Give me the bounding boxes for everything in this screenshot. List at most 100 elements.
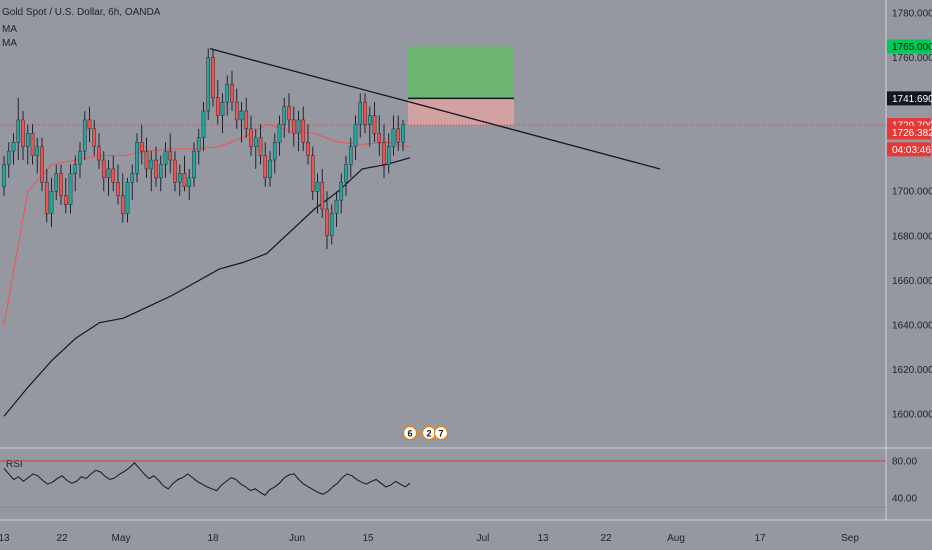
- price-badge: [887, 125, 931, 140]
- price-badge: [887, 91, 931, 106]
- candle-body: [220, 101, 225, 116]
- candle-body: [325, 208, 329, 236]
- candle-body: [177, 173, 182, 183]
- candle-body: [353, 124, 358, 147]
- candle-body: [139, 142, 144, 152]
- candle-body: [87, 119, 92, 130]
- candle-body: [320, 182, 325, 210]
- candle-body: [272, 142, 277, 161]
- candle-body: [78, 150, 82, 165]
- candle-body: [211, 57, 215, 98]
- price-badge-label: 04:03:46: [892, 145, 931, 156]
- price-badge: [887, 142, 931, 157]
- time-tick-label: 22: [56, 533, 68, 544]
- candle-body: [225, 84, 230, 103]
- time-tick-label: 13: [537, 533, 549, 544]
- trendline: [209, 48, 661, 170]
- candle-body: [401, 124, 405, 143]
- candle-body: [263, 155, 268, 179]
- candle-body: [192, 150, 196, 179]
- candle-body: [386, 146, 391, 165]
- candle-body: [173, 159, 177, 183]
- candle-body: [306, 142, 310, 156]
- target-zone: [408, 46, 514, 99]
- candle-body: [234, 101, 239, 121]
- candle-body: [49, 191, 54, 214]
- candle-body: [268, 159, 272, 179]
- rsi-line: [3, 462, 411, 496]
- candle-body: [277, 124, 282, 143]
- candle-body: [377, 133, 382, 143]
- candle-body: [334, 199, 339, 214]
- candle-body: [63, 195, 68, 205]
- candle-body: [73, 164, 78, 174]
- chart-title: Gold Spot / U.S. Dollar, 6h, OANDA: [2, 7, 161, 18]
- candle-body: [25, 133, 30, 147]
- candle-body: [30, 133, 35, 156]
- candle-body: [230, 84, 234, 103]
- event-badge: [433, 425, 449, 441]
- candle-body: [391, 128, 396, 147]
- stop-zone: [408, 98, 514, 126]
- candle-body: [44, 182, 49, 214]
- candle-body: [187, 177, 192, 187]
- candle-body: [344, 164, 348, 183]
- candle-body: [310, 155, 315, 192]
- ma-legend-2[interactable]: MA: [2, 38, 17, 49]
- candle-body: [329, 213, 334, 236]
- candle-body: [168, 150, 173, 161]
- time-tick-label: May: [112, 533, 131, 544]
- candle-body: [154, 159, 158, 179]
- candle-body: [130, 173, 135, 183]
- price-badge-label: 1726.382: [892, 128, 932, 139]
- candle-body: [301, 119, 306, 143]
- candle-body: [149, 159, 154, 170]
- ma-legend-1[interactable]: MA: [2, 24, 17, 35]
- candle-body: [258, 137, 263, 156]
- candle-body: [215, 97, 220, 116]
- candle-body: [2, 164, 6, 187]
- time-tick-label: Sep: [841, 533, 859, 544]
- event-badge-label: 2: [426, 429, 431, 439]
- candle-body: [11, 142, 16, 152]
- candle-body: [120, 195, 125, 214]
- time-tick-label: 17: [754, 533, 766, 544]
- candle-body: [125, 182, 130, 214]
- candle-body: [291, 119, 296, 134]
- candle-body: [54, 173, 59, 192]
- candles: [2, 48, 405, 250]
- price-tick-label: 1780.000: [892, 9, 932, 20]
- candle-body: [158, 164, 163, 179]
- candle-body: [59, 173, 63, 196]
- candle-body: [6, 150, 11, 165]
- price-tick-label: 1620.000: [892, 365, 932, 376]
- time-tick-label: Jun: [289, 533, 305, 544]
- price-badge-label: 1741.690: [892, 94, 932, 105]
- price-tick-label: 1700.000: [892, 187, 932, 198]
- candle-body: [40, 146, 44, 183]
- candle-body: [253, 137, 258, 147]
- event-badge-label: 6: [407, 429, 412, 439]
- candle-body: [116, 182, 120, 196]
- time-tick-label: Aug: [667, 533, 685, 544]
- time-tick-label: 18: [207, 533, 219, 544]
- candle-body: [363, 101, 367, 125]
- candle-body: [82, 119, 87, 152]
- price-tick-label: 1660.000: [892, 276, 932, 287]
- candle-body: [196, 137, 201, 152]
- candle-body: [92, 128, 97, 147]
- rsi-label: RSI: [6, 459, 23, 470]
- ma-fast-line: [3, 123, 411, 325]
- candle-body: [296, 119, 301, 134]
- candle-body: [35, 146, 40, 156]
- candle-body: [68, 173, 73, 205]
- time-tick-label: 15: [362, 533, 374, 544]
- candle-body: [163, 150, 168, 165]
- candle-body: [382, 142, 386, 165]
- candle-body: [206, 57, 211, 112]
- candle-body: [135, 142, 139, 174]
- candle-body: [101, 159, 106, 179]
- event-badge: [402, 425, 418, 441]
